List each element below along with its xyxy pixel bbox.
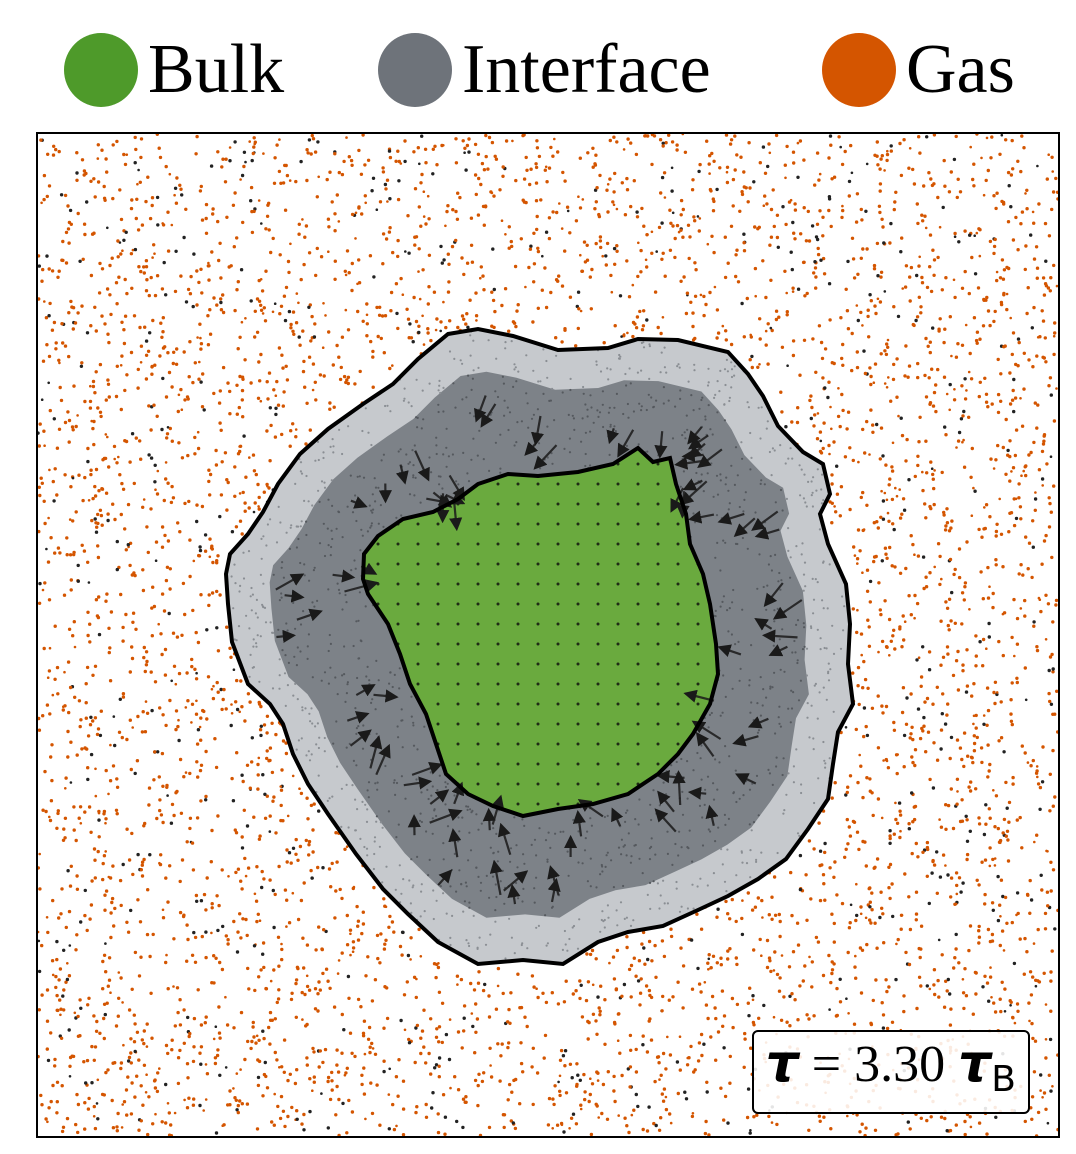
outer-boundary-line [223, 326, 856, 967]
legend-item-bulk: Bulk [64, 30, 284, 110]
tau-unit-symbol: τ [958, 1034, 992, 1094]
legend-label-gas: Gas [906, 31, 1015, 108]
legend-label-interface: Interface [462, 31, 711, 108]
particle-field [38, 134, 1058, 1136]
bulk-legend-dot [64, 33, 138, 107]
gas-particles [38, 134, 1058, 1136]
gas-legend-dot [822, 33, 896, 107]
time-value: 3.30 [854, 1036, 946, 1093]
legend-item-interface: Interface [378, 30, 711, 110]
legend: Bulk Interface Gas [0, 0, 1076, 130]
legend-label-bulk: Bulk [148, 31, 285, 108]
time-annotation: τ = 3.30 τB [751, 1030, 1030, 1114]
equals-sign: = [811, 1036, 842, 1093]
bulk-lattice-points [376, 462, 700, 806]
velocity-arrows [275, 395, 803, 905]
simulation-snapshot: τ = 3.30 τB [36, 132, 1060, 1138]
interface-legend-dot [378, 33, 452, 107]
legend-item-gas: Gas [822, 30, 1015, 110]
bulk-region [363, 448, 718, 816]
inner-boundary-line [360, 445, 721, 819]
tau-symbol: τ [765, 1034, 799, 1094]
tau-unit-subscript: B [991, 1059, 1016, 1100]
